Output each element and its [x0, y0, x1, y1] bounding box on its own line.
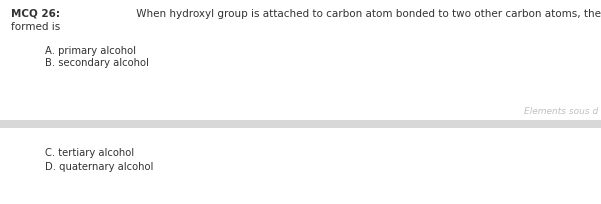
Text: C. tertiary alcohol: C. tertiary alcohol — [45, 148, 134, 158]
Text: D. quaternary alcohol: D. quaternary alcohol — [45, 162, 153, 172]
Text: When hydroxyl group is attached to carbon atom bonded to two other carbon atoms,: When hydroxyl group is attached to carbo… — [132, 9, 601, 19]
Text: B. secondary alcohol: B. secondary alcohol — [45, 58, 149, 68]
Text: Elements sous d: Elements sous d — [523, 107, 598, 116]
Text: formed is: formed is — [11, 22, 60, 32]
Text: MCQ 26:: MCQ 26: — [11, 9, 60, 19]
Text: A. primary alcohol: A. primary alcohol — [45, 46, 136, 56]
Bar — [0, 120, 601, 128]
